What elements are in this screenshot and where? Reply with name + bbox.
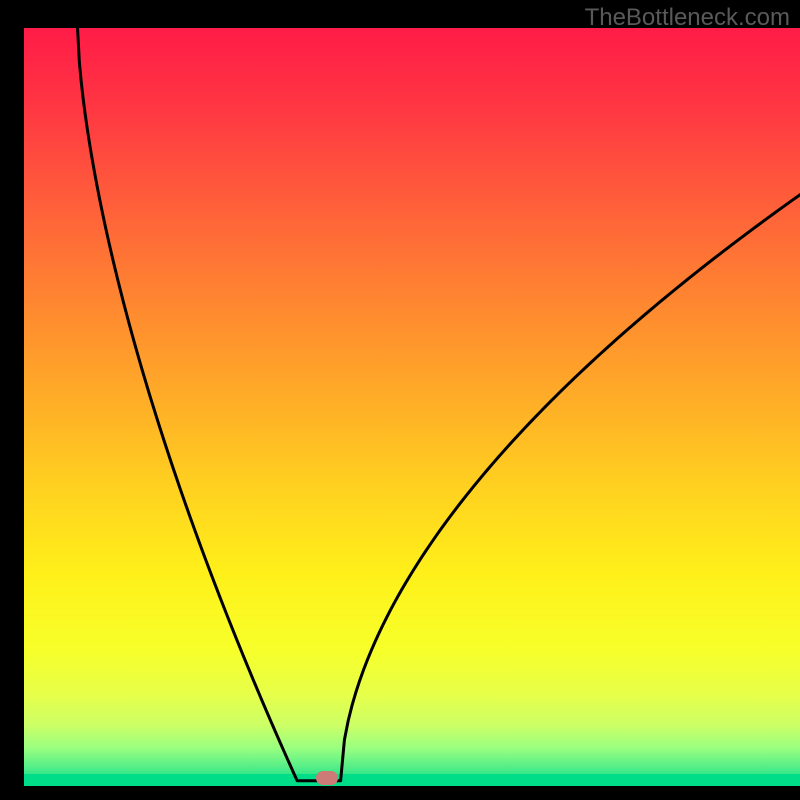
watermark-text: TheBottleneck.com <box>585 4 790 32</box>
baseline-band <box>24 774 800 786</box>
optimum-marker <box>316 771 338 785</box>
gradient-background <box>24 28 800 786</box>
bottleneck-chart <box>0 0 800 800</box>
